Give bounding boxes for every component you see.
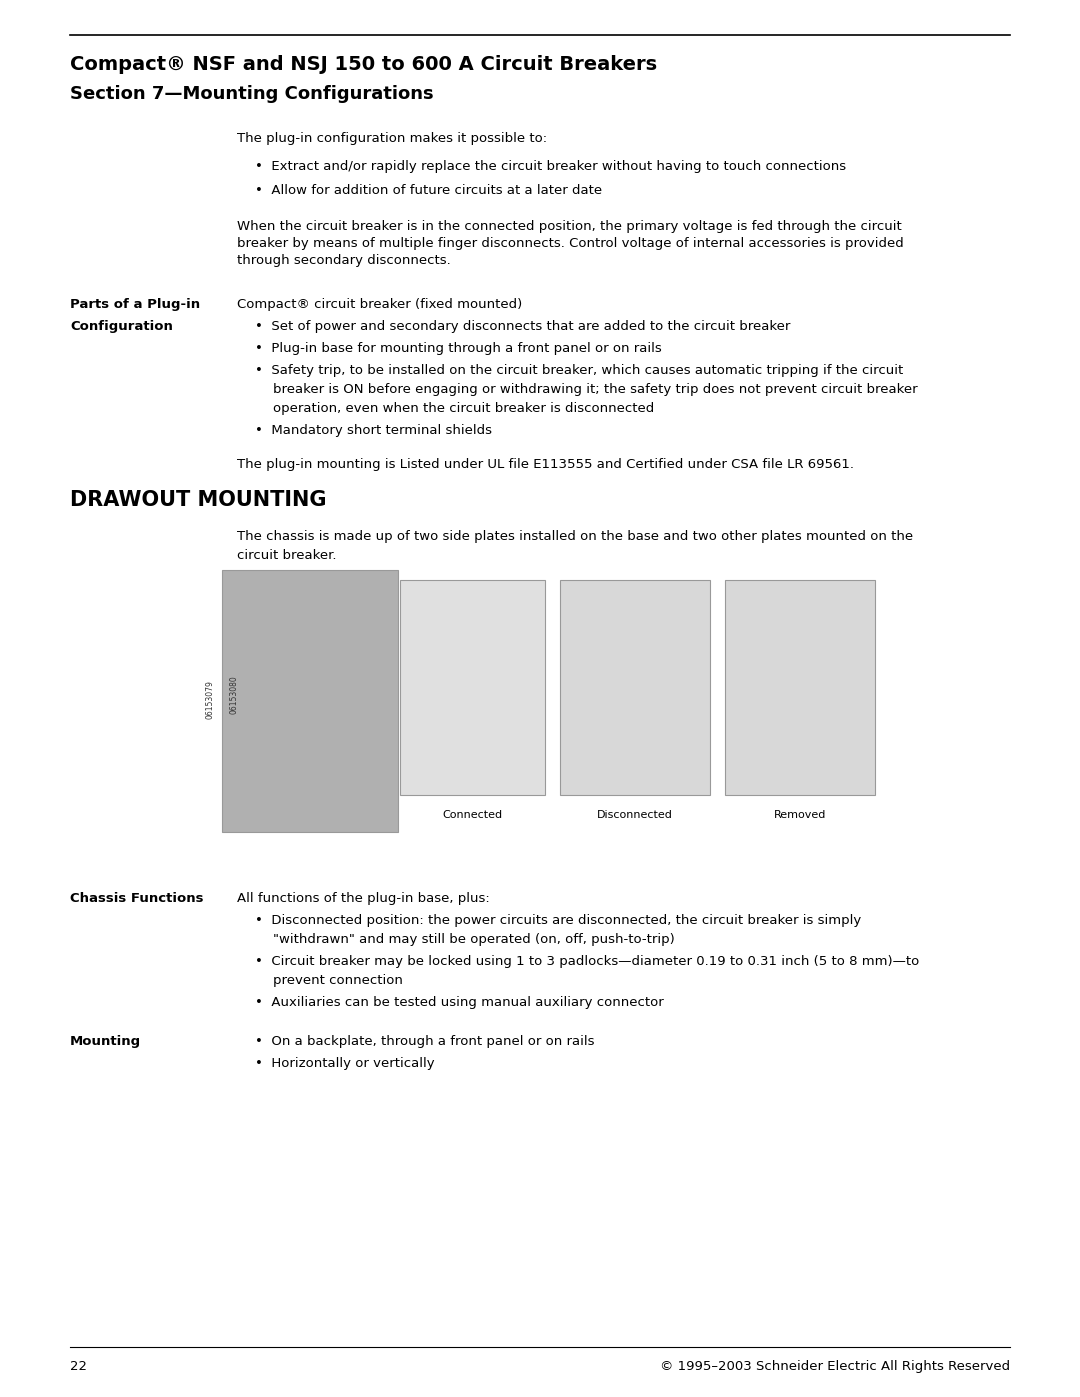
Text: The plug-in mounting is Listed under UL file E113555 and Certified under CSA fil: The plug-in mounting is Listed under UL … <box>237 458 854 471</box>
Text: •  Horizontally or vertically: • Horizontally or vertically <box>255 1058 434 1070</box>
Bar <box>561 580 710 795</box>
Text: Removed: Removed <box>773 810 826 820</box>
Text: 06153079: 06153079 <box>205 680 215 719</box>
Text: Compact® circuit breaker (fixed mounted): Compact® circuit breaker (fixed mounted) <box>237 298 523 312</box>
Text: prevent connection: prevent connection <box>273 974 403 988</box>
Text: •  Disconnected position: the power circuits are disconnected, the circuit break: • Disconnected position: the power circu… <box>255 914 861 928</box>
Bar <box>400 580 545 795</box>
Text: Parts of a Plug-in: Parts of a Plug-in <box>70 298 200 312</box>
Text: Mounting: Mounting <box>70 1035 141 1048</box>
Text: breaker is ON before engaging or withdrawing it; the safety trip does not preven: breaker is ON before engaging or withdra… <box>273 383 918 395</box>
Text: © 1995–2003 Schneider Electric All Rights Reserved: © 1995–2003 Schneider Electric All Right… <box>660 1361 1010 1373</box>
Text: •  Extract and/or rapidly replace the circuit breaker without having to touch co: • Extract and/or rapidly replace the cir… <box>255 161 846 173</box>
Text: operation, even when the circuit breaker is disconnected: operation, even when the circuit breaker… <box>273 402 654 415</box>
Text: The plug-in configuration makes it possible to:: The plug-in configuration makes it possi… <box>237 131 548 145</box>
Text: Connected: Connected <box>443 810 502 820</box>
Text: circuit breaker.: circuit breaker. <box>237 549 337 562</box>
Text: DRAWOUT MOUNTING: DRAWOUT MOUNTING <box>70 490 326 510</box>
Text: 06153080: 06153080 <box>229 676 239 714</box>
Text: 22: 22 <box>70 1361 87 1373</box>
Text: •  Plug-in base for mounting through a front panel or on rails: • Plug-in base for mounting through a fr… <box>255 342 662 355</box>
Text: Chassis Functions: Chassis Functions <box>70 893 203 905</box>
Text: •  Circuit breaker may be locked using 1 to 3 padlocks—diameter 0.19 to 0.31 inc: • Circuit breaker may be locked using 1 … <box>255 956 919 968</box>
Text: "withdrawn" and may still be operated (on, off, push-to-trip): "withdrawn" and may still be operated (o… <box>273 933 675 946</box>
Text: Disconnected: Disconnected <box>597 810 673 820</box>
Bar <box>725 580 875 795</box>
Text: •  Allow for addition of future circuits at a later date: • Allow for addition of future circuits … <box>255 184 603 197</box>
Text: When the circuit breaker is in the connected position, the primary voltage is fe: When the circuit breaker is in the conne… <box>237 219 904 267</box>
Text: The chassis is made up of two side plates installed on the base and two other pl: The chassis is made up of two side plate… <box>237 529 913 543</box>
Text: All functions of the plug-in base, plus:: All functions of the plug-in base, plus: <box>237 893 489 905</box>
Text: •  On a backplate, through a front panel or on rails: • On a backplate, through a front panel … <box>255 1035 594 1048</box>
Text: •  Mandatory short terminal shields: • Mandatory short terminal shields <box>255 425 492 437</box>
Text: •  Auxiliaries can be tested using manual auxiliary connector: • Auxiliaries can be tested using manual… <box>255 996 664 1009</box>
Text: Configuration: Configuration <box>70 320 173 332</box>
Text: Compact® NSF and NSJ 150 to 600 A Circuit Breakers: Compact® NSF and NSJ 150 to 600 A Circui… <box>70 54 657 74</box>
Text: •  Safety trip, to be installed on the circuit breaker, which causes automatic t: • Safety trip, to be installed on the ci… <box>255 365 903 377</box>
Text: •  Set of power and secondary disconnects that are added to the circuit breaker: • Set of power and secondary disconnects… <box>255 320 791 332</box>
Bar <box>222 570 399 833</box>
Text: Section 7—Mounting Configurations: Section 7—Mounting Configurations <box>70 85 434 103</box>
